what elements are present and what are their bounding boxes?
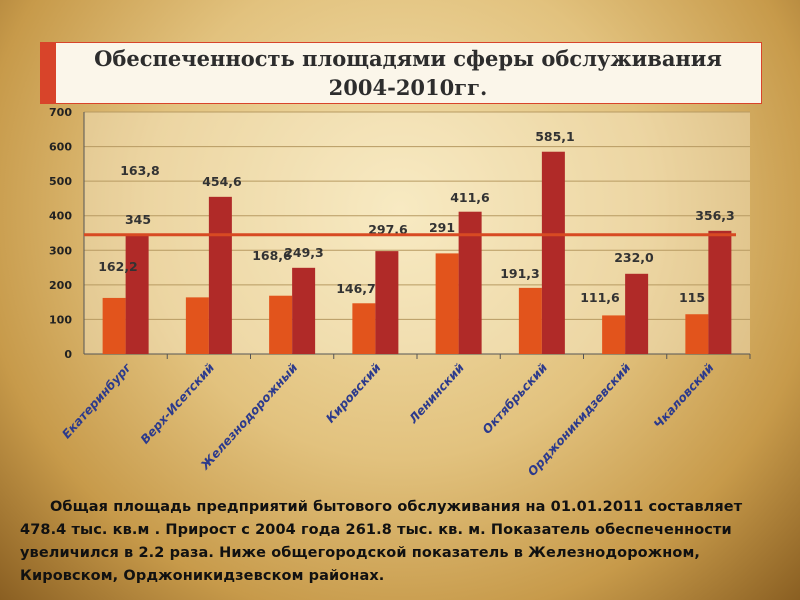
chart-title-line2: 2004-2010гг.	[328, 75, 488, 100]
x-tick-label: Кировский	[323, 360, 384, 425]
bar	[541, 151, 565, 354]
x-tick-label: Ленинский	[405, 360, 467, 426]
data-label: 585,1	[535, 129, 575, 144]
y-tick-label: 300	[49, 244, 72, 257]
bar	[208, 196, 232, 354]
data-label: 411,6	[450, 190, 490, 205]
chart-title: Обеспеченность площадями сферы обслужива…	[56, 44, 760, 102]
bar-chart: 0 100 200 300 400 500 600 700 Екатеринбург Верх-И…	[49, 106, 751, 479]
data-label: 146,7	[336, 281, 376, 296]
bar	[375, 251, 399, 354]
y-tick-label: 200	[49, 279, 72, 292]
bar	[458, 211, 482, 354]
y-tick-label: 700	[49, 106, 72, 119]
bar	[125, 234, 149, 354]
title-accent-bar	[40, 42, 56, 104]
bar	[518, 287, 542, 354]
y-tick-label: 0	[64, 348, 72, 361]
bar	[685, 314, 709, 354]
x-tick-label: Екатеринбург	[59, 360, 134, 441]
y-tick-label: 500	[49, 175, 72, 188]
bar	[185, 297, 209, 354]
x-tick-label: Железнодорожный	[197, 360, 300, 473]
data-label: 162,2	[98, 259, 138, 274]
x-tick-label: Октябрьский	[480, 360, 551, 436]
summary-text: Общая площадь предприятий бытового обслу…	[20, 499, 743, 584]
chart-title-line1: Обеспеченность площадями сферы обслужива…	[94, 46, 722, 71]
data-label: 356,3	[695, 208, 735, 223]
y-tick-label: 400	[49, 210, 72, 223]
bar	[269, 295, 293, 354]
data-label: 345	[125, 212, 151, 227]
data-label: 249,3	[284, 245, 324, 260]
bar	[435, 253, 459, 354]
x-tick-label: Верх-Исетский	[138, 360, 218, 446]
bar	[102, 297, 126, 354]
data-label: 454,6	[202, 174, 242, 189]
data-label: 191,3	[500, 266, 540, 281]
data-label: 168,6	[252, 248, 292, 263]
summary-note: Общая площадь предприятий бытового обслу…	[20, 496, 780, 588]
bar	[602, 315, 626, 354]
x-tick-label: Чкаловский	[651, 360, 717, 431]
data-label: 111,6	[580, 290, 620, 305]
title-box	[40, 42, 762, 104]
bar	[708, 230, 732, 354]
data-label: 232,0	[614, 250, 654, 265]
bar	[352, 303, 376, 354]
y-tick-label: 600	[49, 141, 72, 154]
bar	[292, 267, 316, 354]
data-label: 163,8	[120, 163, 160, 178]
data-label: 115	[679, 290, 705, 305]
y-tick-label: 100	[49, 313, 72, 326]
data-label: 291	[429, 220, 455, 235]
bar	[625, 273, 649, 354]
